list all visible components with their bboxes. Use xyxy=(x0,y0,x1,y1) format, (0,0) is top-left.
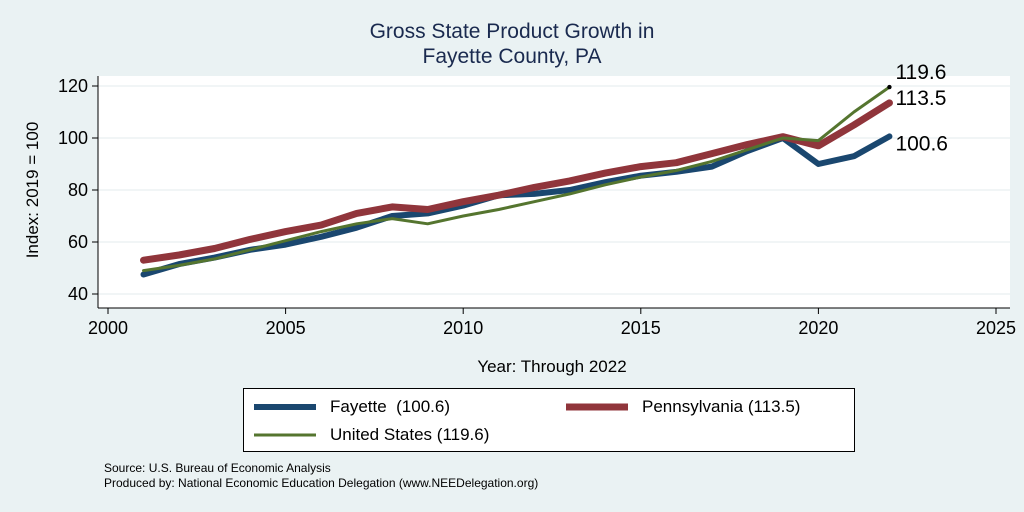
x-tick-label: 2020 xyxy=(798,318,838,338)
legend-swatch-pennsylvania xyxy=(566,403,628,411)
legend-swatch-fayette xyxy=(254,404,316,410)
end-label-united-states: 119.6 xyxy=(895,61,946,84)
legend-label-united-states: United States (119.6) xyxy=(330,425,490,444)
legend: Fayette (100.6) Pennsylvania (113.5) Uni… xyxy=(243,388,855,452)
endpoint-marker xyxy=(887,84,892,90)
x-tick-label: 2010 xyxy=(443,318,483,338)
x-tick-label: 2000 xyxy=(88,318,128,338)
chart-title-line-2: Fayette County, PA xyxy=(422,45,602,68)
legend-item-pennsylvania: Pennsylvania (113.5) xyxy=(566,397,800,417)
series-line-pennsylvania xyxy=(140,99,893,264)
series-line-united-states xyxy=(142,85,891,273)
chart-title-line-1: Gross State Product Growth in xyxy=(369,20,655,43)
y-tick-label: 60 xyxy=(68,232,88,252)
x-tick-label: 2015 xyxy=(621,318,661,338)
legend-label-pennsylvania: Pennsylvania (113.5) xyxy=(642,397,801,416)
x-axis-title: Year: Through 2022 xyxy=(477,357,626,376)
source-line: Source: U.S. Bureau of Economic Analysis xyxy=(104,461,331,475)
legend-item-united-states: United States (119.6) xyxy=(254,425,489,445)
x-tick-label: 2025 xyxy=(976,318,1016,338)
end-label-fayette: 100.6 xyxy=(895,132,948,155)
y-axis-title: Index: 2019 = 100 xyxy=(23,122,42,259)
legend-label-fayette: Fayette (100.6) xyxy=(330,397,451,416)
legend-swatch-united-states xyxy=(254,433,316,437)
y-tick-label: 120 xyxy=(58,76,88,96)
end-label-pennsylvania: 113.5 xyxy=(895,87,946,110)
y-tick-label: 100 xyxy=(58,128,88,148)
legend-item-fayette: Fayette (100.6) xyxy=(254,397,450,417)
y-tick-label: 80 xyxy=(68,180,88,200)
produced-by-line: Produced by: National Economic Education… xyxy=(104,476,539,490)
y-tick-label: 40 xyxy=(68,284,88,304)
x-tick-label: 2005 xyxy=(266,318,306,338)
